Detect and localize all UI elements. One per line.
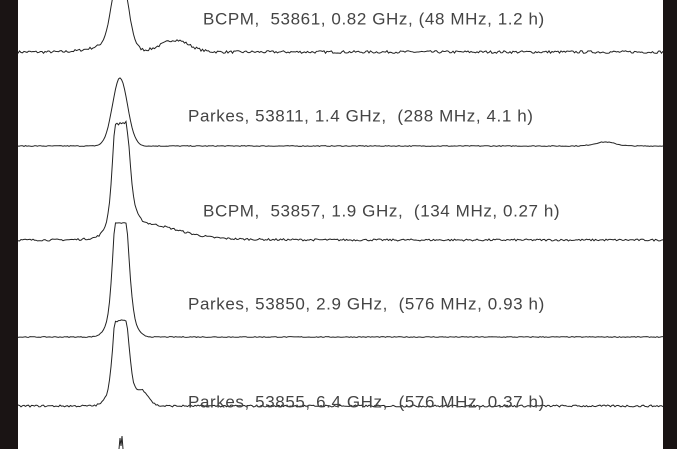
plot-area <box>18 0 663 449</box>
panel-label: BCPM, 53857, 1.9 GHz, (134 MHz, 0.27 h) <box>203 201 560 220</box>
profile-trace <box>17 0 664 55</box>
profile-trace <box>18 77 664 147</box>
panel-label: Parkes, 53850, 2.9 GHz, (576 MHz, 0.93 h… <box>188 294 545 313</box>
panel-label: Parkes, 53855, 6.4 GHz, (576 MHz, 0.37 h… <box>188 392 545 411</box>
right-border <box>663 0 677 449</box>
panel-label: BCPM, 53861, 0.82 GHz, (48 MHz, 1.2 h) <box>203 9 545 28</box>
profile-trace <box>17 120 664 242</box>
left-border <box>0 0 18 449</box>
panel-label: Parkes, 53811, 1.4 GHz, (288 MHz, 4.1 h) <box>188 106 534 125</box>
profile-trace <box>17 319 664 408</box>
profile-trace <box>118 435 124 449</box>
profile-trace <box>17 222 664 338</box>
